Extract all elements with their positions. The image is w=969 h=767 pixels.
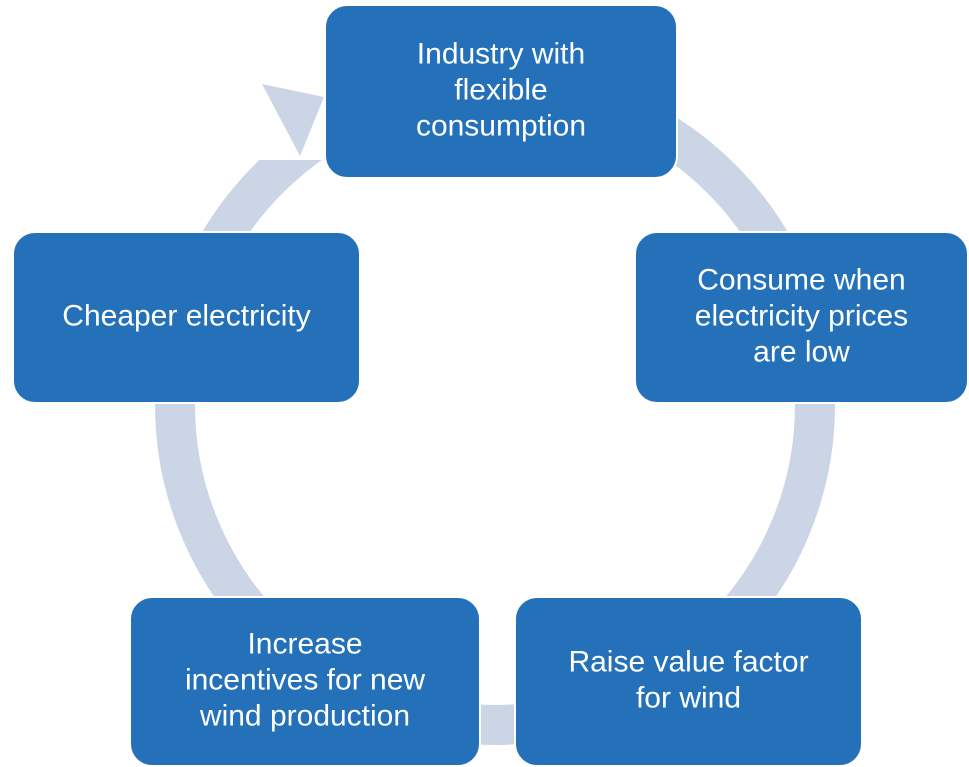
node-label: electricity prices (695, 299, 908, 332)
node-label: Raise value factor (568, 645, 808, 678)
node-box (514, 596, 863, 767)
node-box (129, 596, 481, 767)
node-label: flexible (454, 73, 547, 106)
node-box (12, 231, 361, 404)
node-label: wind production (199, 699, 410, 732)
node-label: Industry with (417, 37, 585, 70)
node-label: are low (753, 335, 850, 368)
node-label: consumption (416, 109, 586, 142)
node-box (324, 4, 678, 179)
node-box (634, 231, 969, 404)
cycle-arrowhead (262, 84, 324, 156)
node-label: Cheaper electricity (62, 299, 310, 332)
node-label: Consume when (697, 263, 905, 296)
node-label: for wind (636, 681, 741, 714)
node-label: Increase (247, 627, 362, 660)
node-label: incentives for new (185, 663, 425, 696)
